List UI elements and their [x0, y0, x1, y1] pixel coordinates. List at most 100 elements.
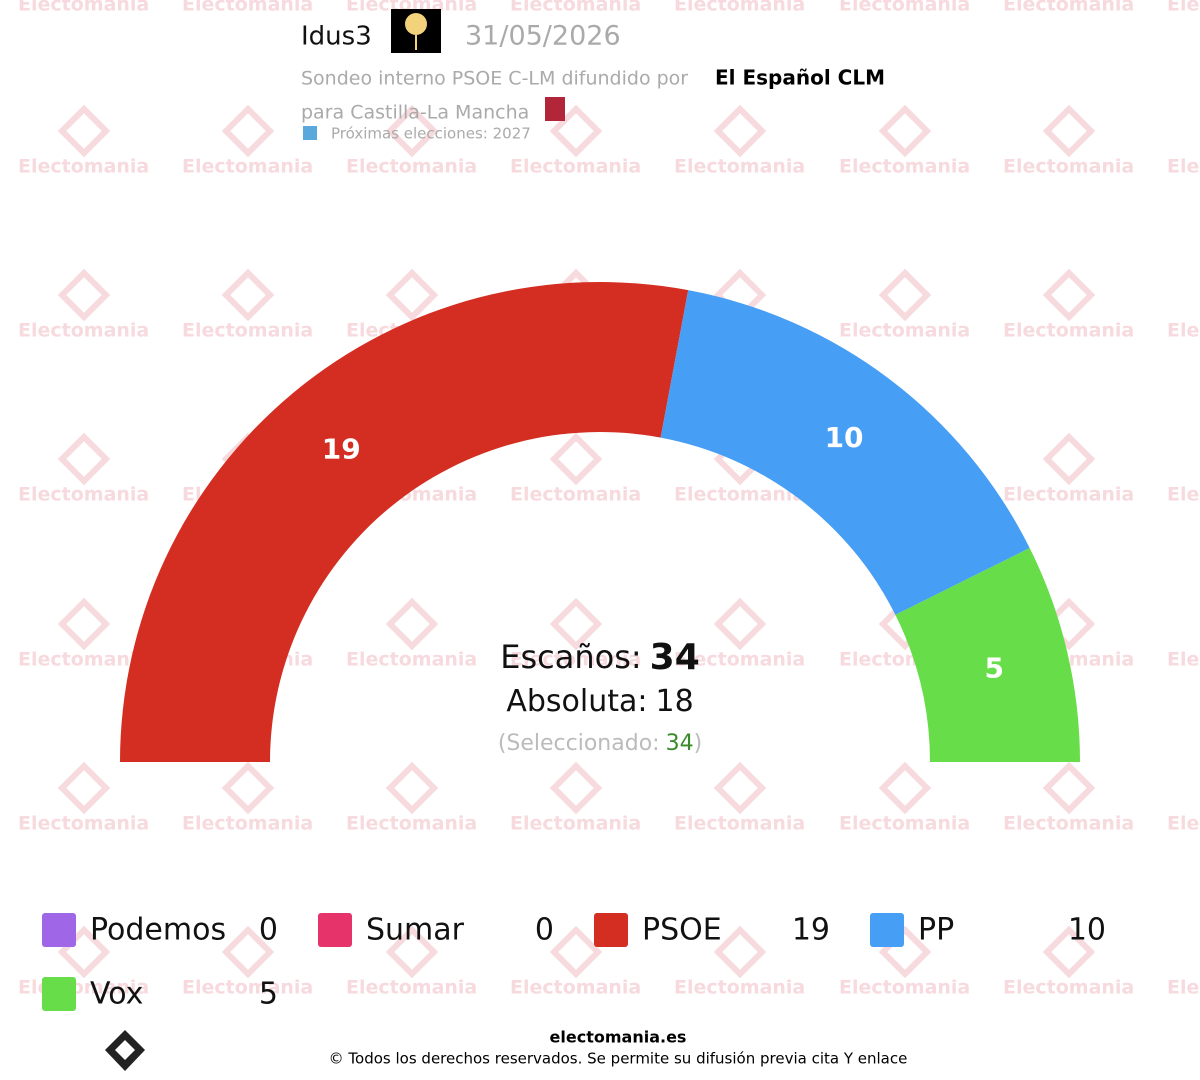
watermark-text: Electomania — [674, 0, 805, 16]
watermark-logo — [1042, 761, 1096, 815]
watermark-logo — [221, 268, 275, 322]
watermark-logo — [549, 597, 603, 651]
watermark-logo — [1042, 268, 1096, 322]
watermark-text: Electomania — [1003, 484, 1134, 506]
legend-name: Vox — [90, 977, 143, 1012]
legend-value: 0 — [535, 913, 554, 948]
date: 31/05/2026 — [465, 21, 621, 52]
watermark-logo — [57, 432, 111, 486]
seat-label: 5 — [985, 651, 1004, 684]
watermark-logo — [1042, 925, 1096, 979]
watermark-text: Electomania — [674, 649, 805, 671]
watermark-logo — [221, 761, 275, 815]
seat-label: 19 — [322, 432, 361, 465]
watermark-text: Electomania — [346, 977, 477, 999]
ballot-icon — [303, 126, 317, 140]
watermark-layer: Electomania Electomania Electomania Electom… — [18, 0, 1200, 999]
seat-arc — [660, 290, 1030, 615]
watermark-logo — [549, 104, 603, 158]
total-line: Escaños: 34 — [500, 637, 700, 678]
watermark-text: Electomania — [674, 156, 805, 178]
selected-value: 34 — [666, 731, 694, 756]
watermark-text: Electomania — [1167, 156, 1200, 178]
watermark-text: Electomania — [1003, 813, 1134, 835]
watermark-text: Electomania — [510, 649, 641, 671]
watermark-text: Electomania — [839, 320, 970, 342]
majority-value: 18 — [655, 684, 693, 719]
watermark-text: Electomania — [674, 484, 805, 506]
site-logo — [105, 1030, 145, 1071]
watermark-logo — [385, 268, 439, 322]
watermark-text: Electomania — [1167, 320, 1200, 342]
watermark-logo — [57, 268, 111, 322]
watermark-text: Electomania — [346, 0, 477, 16]
legend-value: 0 — [259, 913, 278, 948]
region-flag — [545, 97, 565, 121]
majority-line: Absoluta: 18 — [506, 684, 693, 719]
description: Sondeo interno PSOE C-LM difundido por — [301, 68, 688, 90]
watermark-logo — [713, 597, 767, 651]
region: para Castilla-La Mancha — [301, 102, 529, 124]
logo-dot — [405, 13, 427, 35]
seat-label: 10 — [825, 421, 864, 454]
watermark-logo — [878, 104, 932, 158]
legend-icon — [42, 913, 76, 947]
seat-arc — [895, 548, 1080, 762]
legend-name: Sumar — [366, 913, 465, 948]
watermark-logo — [549, 925, 603, 979]
watermark-text: Electomania — [18, 320, 149, 342]
watermark-logo — [549, 432, 603, 486]
legend-name: Podemos — [90, 913, 226, 948]
watermark-logo — [1042, 432, 1096, 486]
watermark-text: Electomania — [182, 156, 313, 178]
legend-icon — [594, 913, 628, 947]
legend-value: 19 — [792, 913, 830, 948]
total-value: 34 — [650, 637, 700, 678]
watermark-text: Electomania — [1003, 156, 1134, 178]
watermark-text: Electomania — [18, 649, 149, 671]
watermark-text: Electomania — [510, 813, 641, 835]
source: El Español CLM — [715, 66, 885, 90]
watermark-text: Electomania — [510, 484, 641, 506]
watermark-text: Electomania — [674, 813, 805, 835]
next-elections: Próximas elecciones: 2027 — [331, 125, 531, 143]
watermark-text: Electomania — [1167, 649, 1200, 671]
seat-arc — [120, 282, 689, 762]
watermark-logo — [878, 268, 932, 322]
watermark-text: Electomania — [839, 0, 970, 16]
watermark-text: Electomania — [510, 156, 641, 178]
watermark-text: Electomania — [839, 977, 970, 999]
watermark-logo — [713, 925, 767, 979]
watermark-text: Electomania — [18, 156, 149, 178]
watermark-logo — [385, 761, 439, 815]
watermark-text: Electomania — [1003, 0, 1134, 16]
watermark-text: Electomania — [182, 977, 313, 999]
selected-close: ) — [694, 731, 703, 756]
watermark-text: Electomania — [182, 0, 313, 16]
legend-icon — [42, 977, 76, 1011]
site: electomania.es — [550, 1028, 687, 1047]
watermark-text: Electomania — [18, 484, 149, 506]
watermark-logo — [713, 104, 767, 158]
pollster: Idus3 — [301, 22, 372, 52]
watermark-text: Electomania — [346, 649, 477, 671]
watermark-text: Electomania — [182, 813, 313, 835]
watermark-text: Electomania — [1003, 320, 1134, 342]
legend-icon — [870, 913, 904, 947]
watermark-text: Electomania — [839, 813, 970, 835]
majority-label: Absoluta: — [506, 684, 647, 719]
watermark-text: Electomania — [674, 977, 805, 999]
watermark-logo — [878, 761, 932, 815]
watermark-text: Electomania — [510, 0, 641, 16]
watermark-text: Electomania — [1003, 977, 1134, 999]
watermark-text: Electomania — [346, 156, 477, 178]
watermark-text: Electomania — [1167, 813, 1200, 835]
watermark-text: Electomania — [1167, 0, 1200, 16]
watermark-logo — [1042, 104, 1096, 158]
watermark-text: Electomania — [182, 320, 313, 342]
selected-label: (Seleccionado: — [498, 731, 660, 756]
total-label: Escaños: — [500, 638, 641, 676]
legend-value: 10 — [1068, 913, 1106, 948]
watermark-text: Electomania — [1167, 484, 1200, 506]
